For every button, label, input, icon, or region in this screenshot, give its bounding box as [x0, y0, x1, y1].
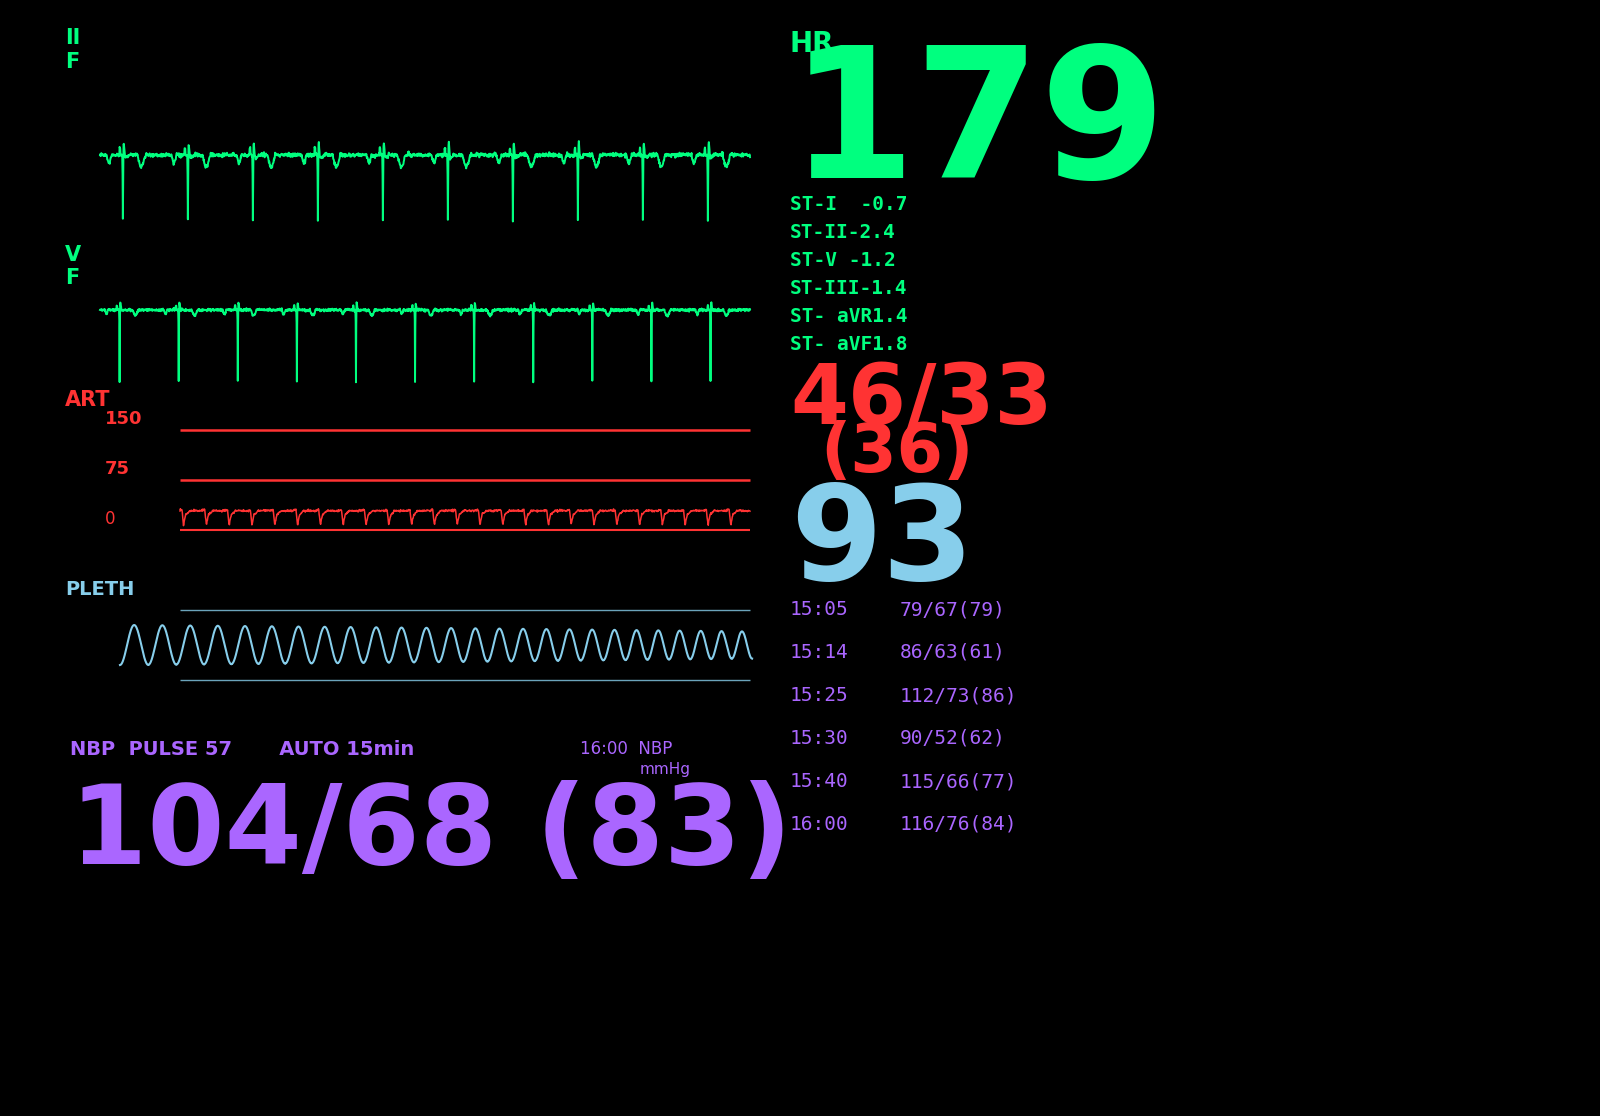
Text: NBP  PULSE 57       AUTO 15min: NBP PULSE 57 AUTO 15min: [70, 740, 414, 759]
Text: 15:40: 15:40: [790, 772, 848, 791]
Text: 15:14: 15:14: [790, 643, 848, 662]
Text: ST-V -1.2: ST-V -1.2: [790, 251, 896, 270]
Text: 93: 93: [790, 480, 974, 607]
Text: 79/67(79): 79/67(79): [899, 600, 1006, 619]
Text: 16:00  NBP: 16:00 NBP: [579, 740, 672, 758]
Text: PLETH: PLETH: [66, 580, 134, 599]
Text: (36): (36): [819, 420, 973, 485]
Text: ST-II-2.4: ST-II-2.4: [790, 223, 896, 242]
Text: V: V: [66, 246, 82, 264]
Text: 15:30: 15:30: [790, 729, 848, 748]
Text: ST- aVF1.8: ST- aVF1.8: [790, 335, 907, 354]
Text: 46/33: 46/33: [790, 360, 1053, 441]
Text: ART: ART: [66, 389, 110, 410]
Text: mmHg: mmHg: [640, 762, 691, 777]
Text: F: F: [66, 52, 80, 73]
Text: 90/52(62): 90/52(62): [899, 729, 1006, 748]
Text: 104/68 (83): 104/68 (83): [70, 780, 792, 887]
Text: 150: 150: [106, 410, 142, 429]
Text: 75: 75: [106, 460, 130, 478]
Text: 0: 0: [106, 510, 115, 528]
Text: ST- aVR1.4: ST- aVR1.4: [790, 307, 907, 326]
Text: 116/76(84): 116/76(84): [899, 815, 1018, 834]
Text: ST-III-1.4: ST-III-1.4: [790, 279, 907, 298]
Text: 86/63(61): 86/63(61): [899, 643, 1006, 662]
Text: 16:00: 16:00: [790, 815, 848, 834]
Text: II: II: [66, 28, 80, 48]
Text: 15:05: 15:05: [790, 600, 848, 619]
Text: 179: 179: [790, 40, 1166, 217]
Text: F: F: [66, 268, 80, 288]
Text: 115/66(77): 115/66(77): [899, 772, 1018, 791]
Text: 112/73(86): 112/73(86): [899, 686, 1018, 705]
Text: ST-I  -0.7: ST-I -0.7: [790, 195, 907, 214]
Text: HR: HR: [790, 30, 835, 58]
Text: 15:25: 15:25: [790, 686, 848, 705]
